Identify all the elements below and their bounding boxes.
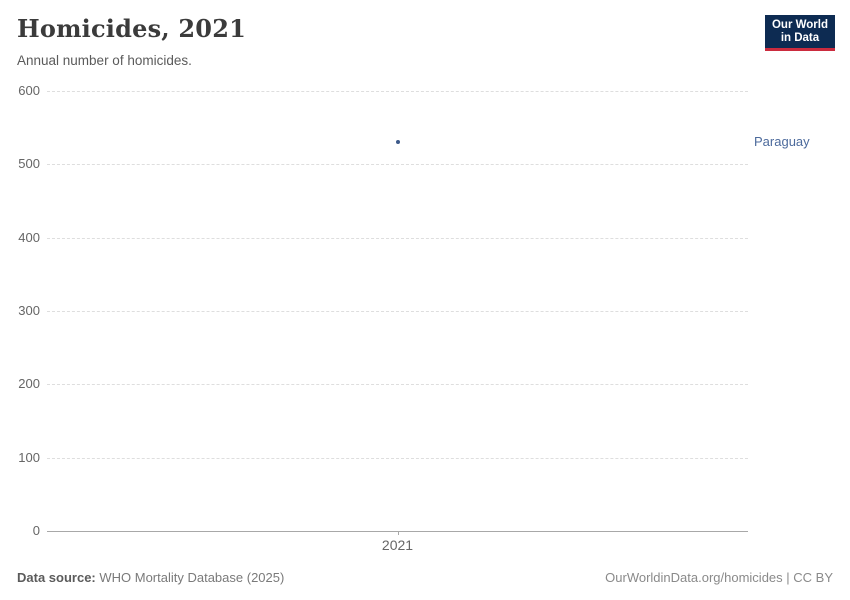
owid-logo-line2: in Data <box>780 32 820 44</box>
y-tick-label-100: 100 <box>18 449 40 465</box>
y-tick-label-300: 300 <box>18 303 40 318</box>
x-tick-label: 2021 <box>381 537 414 553</box>
gridline-100 <box>47 457 748 459</box>
data-source-label: Data source: <box>17 569 96 585</box>
credit-link[interactable]: OurWorldinData.org/homicides | CC BY <box>605 569 833 585</box>
gridline-400 <box>47 237 748 239</box>
x-axis-tick <box>397 531 399 535</box>
page-title: Homicides, 2021 <box>17 14 246 43</box>
y-tick-label-500: 500 <box>18 156 40 172</box>
plot-area: 2021 Paraguay 0 100 200 300 400 500 600 <box>18 83 809 553</box>
chart-footer: Data source: WHO Mortality Database (202… <box>17 568 833 586</box>
chart-subtitle: Annual number of homicides. <box>17 53 192 68</box>
y-tick-label-400: 400 <box>18 229 40 245</box>
data-source-value: WHO Mortality Database (2025) <box>95 569 285 585</box>
entity-label-paraguay[interactable]: Paraguay <box>754 133 810 149</box>
gridline-500 <box>47 164 748 166</box>
y-tick-label-600: 600 <box>18 83 40 98</box>
y-tick-label-200: 200 <box>18 376 40 392</box>
gridline-600 <box>47 91 748 92</box>
data-source-note: Data source: WHO Mortality Database (202… <box>17 570 284 585</box>
gridline-200 <box>47 384 748 386</box>
owid-logo[interactable]: Our World in Data <box>764 15 835 51</box>
y-tick-label-0: 0 <box>32 523 40 538</box>
gridline-300 <box>47 311 748 312</box>
data-point-paraguay[interactable] <box>395 139 400 144</box>
owid-logo-line1: Our World <box>771 19 828 31</box>
